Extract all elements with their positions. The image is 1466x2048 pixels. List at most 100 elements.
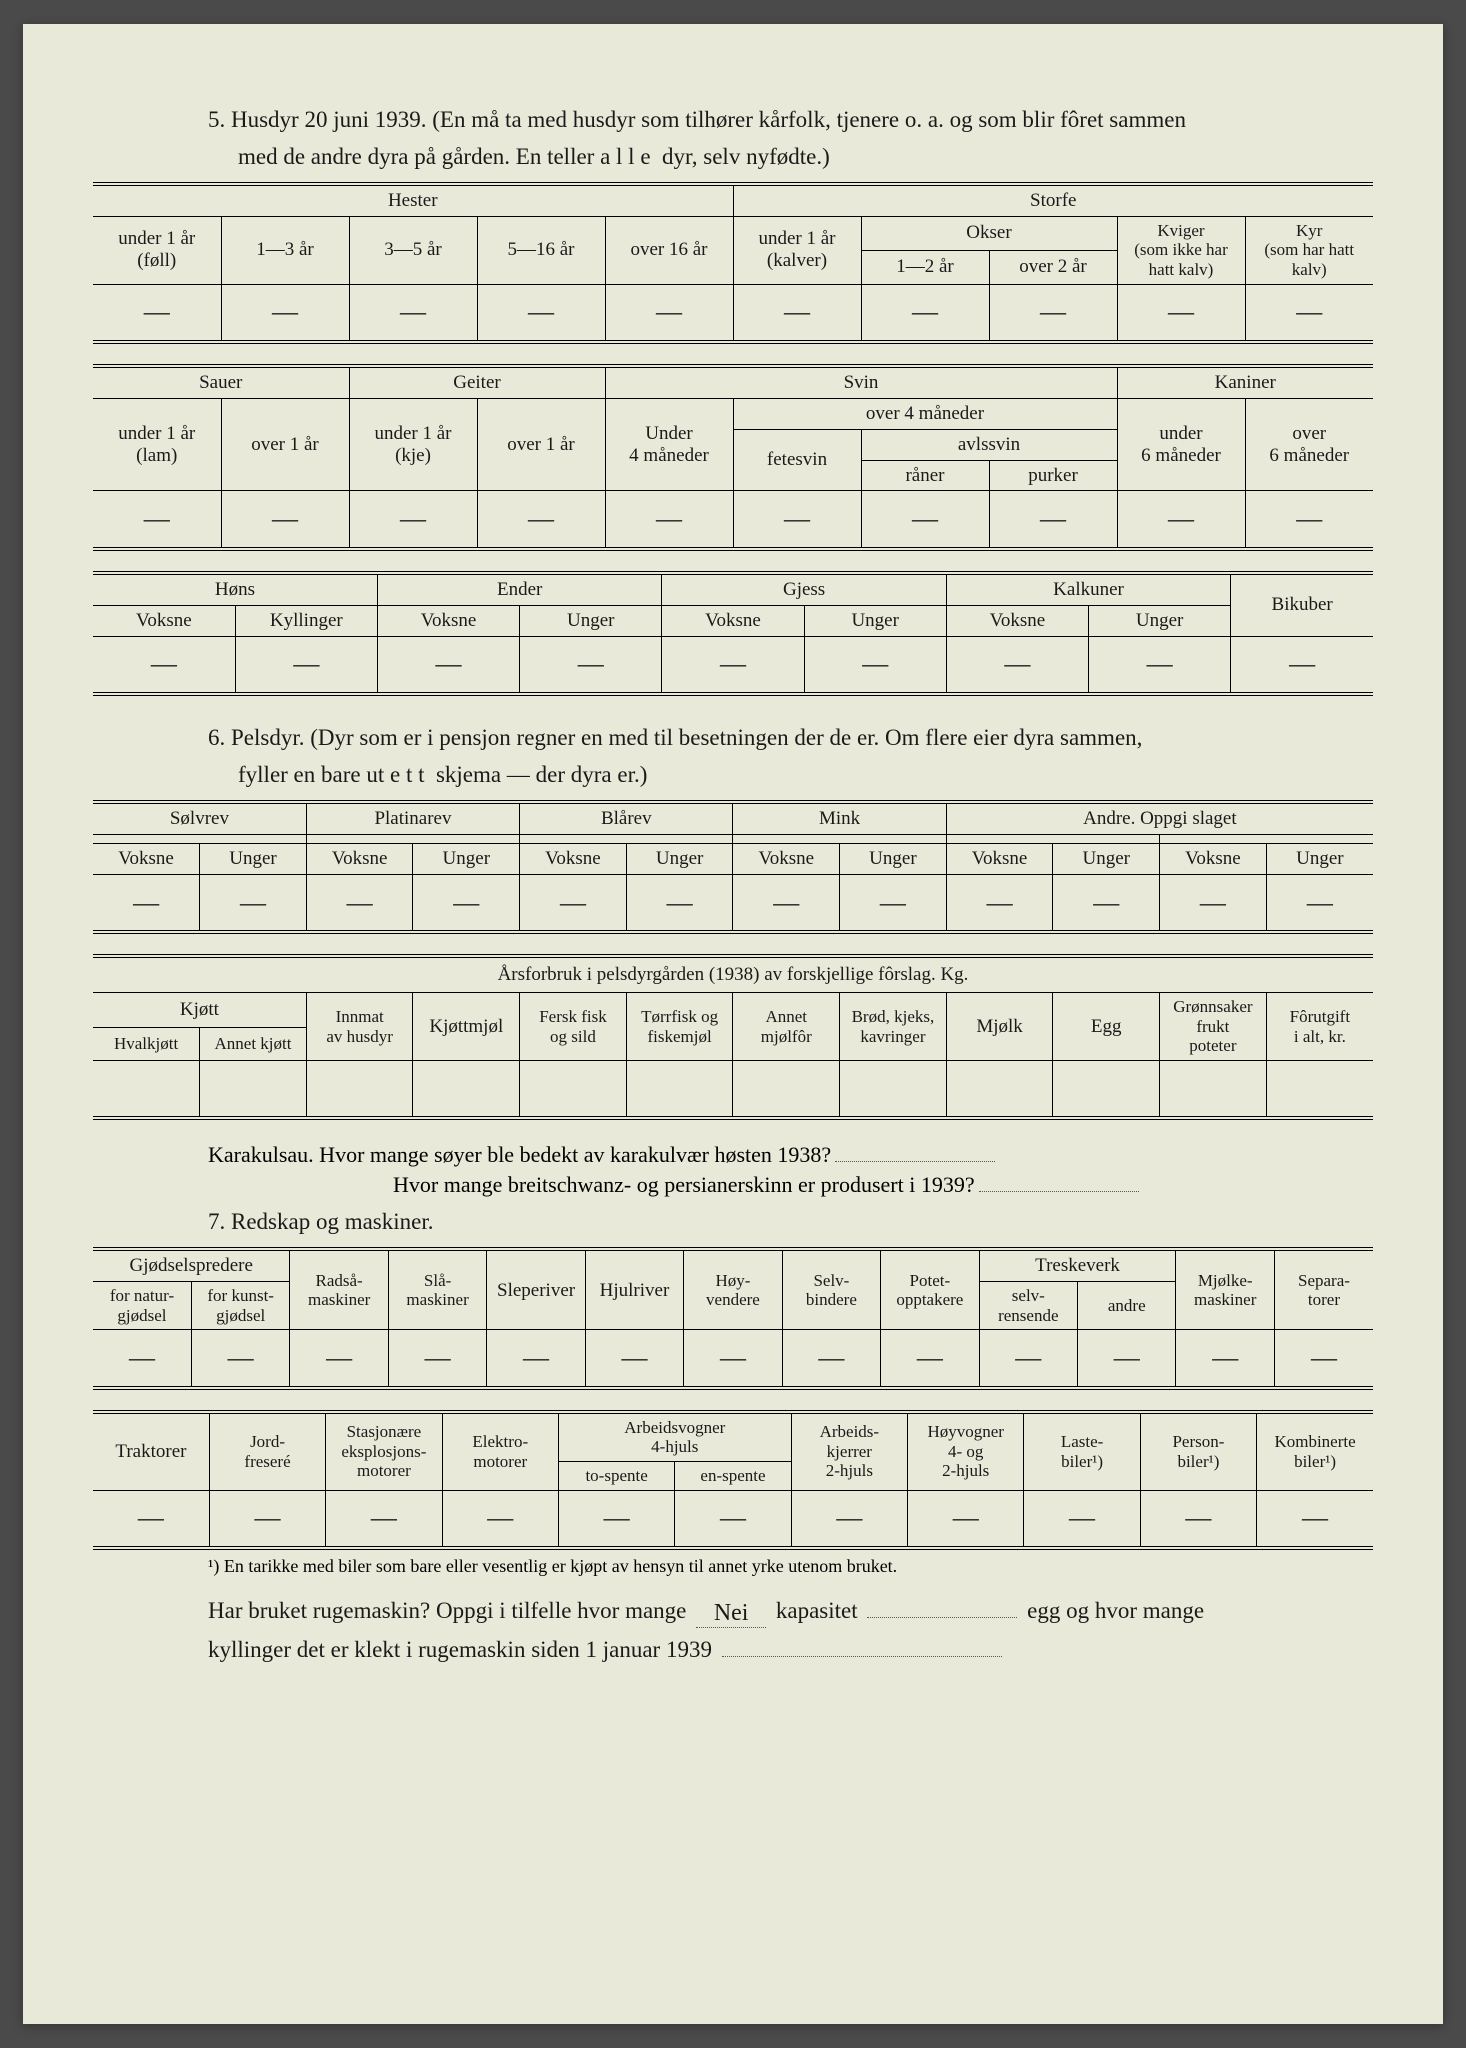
cell <box>200 1060 307 1118</box>
cell: — <box>840 874 947 932</box>
c-lam: under 1 år (lam) <box>93 398 221 491</box>
cell <box>733 1060 840 1118</box>
c: Voksne <box>377 605 519 636</box>
cell: — <box>191 1330 289 1388</box>
cell: — <box>804 636 946 694</box>
cell <box>413 1060 520 1118</box>
cell <box>946 1060 1053 1118</box>
cell: — <box>1245 284 1373 342</box>
cell: — <box>306 874 413 932</box>
cell: — <box>782 1330 880 1388</box>
s6-line2: fyller en bare ut e t t skjema — der dyr… <box>93 759 1373 790</box>
c: Separa- torer <box>1274 1249 1373 1329</box>
c: Stasjonære eksplosjons- motorer <box>326 1412 442 1490</box>
c: Selv- bindere <box>782 1249 880 1329</box>
cell: — <box>221 491 349 549</box>
h: Kjøtt <box>93 993 306 1028</box>
c-kan-u6: under 6 måneder <box>1117 398 1245 491</box>
scanned-form-page: 5. Husdyr 20 juni 1939. (En må ta med hu… <box>23 24 1443 2024</box>
cell: — <box>93 284 221 342</box>
c: selv- rensende <box>979 1282 1077 1330</box>
cell: — <box>326 1490 442 1548</box>
cell: — <box>1078 1330 1176 1388</box>
c: Voksne <box>946 605 1088 636</box>
cell: — <box>585 1330 683 1388</box>
s5-num: 5. <box>208 107 225 132</box>
c: Brød, kjeks, kavringer <box>840 993 947 1061</box>
c: Unger <box>1089 605 1231 636</box>
cell: — <box>733 874 840 932</box>
cell: — <box>605 284 733 342</box>
c: Annet mjølfôr <box>733 993 840 1061</box>
c: Voksne <box>733 844 840 875</box>
blank <box>306 835 519 844</box>
cell: — <box>93 1330 191 1388</box>
cell: — <box>93 1490 209 1548</box>
table-fjorfe: Høns Ender Gjess Kalkuner Bikuber Voksne… <box>93 571 1373 696</box>
cell: — <box>349 284 477 342</box>
cell: — <box>290 1330 388 1388</box>
cell <box>1053 1060 1160 1118</box>
h-gjess: Gjess <box>662 573 946 605</box>
blank <box>520 835 733 844</box>
cell: — <box>881 1330 979 1388</box>
c-1-2: 1—2 år <box>861 250 989 284</box>
c-avlssvin: avlssvin <box>861 429 1117 460</box>
cell: — <box>1257 1490 1373 1548</box>
cell: — <box>377 636 519 694</box>
cell: — <box>1274 1330 1373 1388</box>
c: Innmat av husdyr <box>306 993 413 1061</box>
cell: — <box>946 874 1053 932</box>
c: Unger <box>520 605 662 636</box>
c: Grønnsaker frukt poteter <box>1160 993 1267 1061</box>
c: Potet- opptakere <box>881 1249 979 1329</box>
cell: — <box>388 1330 486 1388</box>
h-hons: Høns <box>93 573 377 605</box>
cell: — <box>200 874 307 932</box>
s6-heading: 6. Pelsdyr. (Dyr som er i pensjon regner… <box>93 722 1373 753</box>
h-storfe: Storfe <box>733 184 1373 216</box>
q-a: Har bruket rugemaskin? Oppgi i tilfelle … <box>208 1598 686 1623</box>
s6-line1: Pelsdyr. (Dyr som er i pensjon regner en… <box>231 725 1142 750</box>
c: Radså- maskiner <box>290 1249 388 1329</box>
cell: — <box>442 1490 558 1548</box>
cell <box>1160 1060 1267 1118</box>
h: Sølvrev <box>93 802 306 834</box>
c: en-spente <box>675 1461 791 1490</box>
cell <box>840 1060 947 1118</box>
s7-heading: 7. Redskap og maskiner. <box>93 1206 1373 1237</box>
cell: — <box>1024 1490 1140 1548</box>
h-kaniner: Kaniner <box>1117 366 1373 398</box>
q1b: Hvor mange breitschwanz- og persianerski… <box>393 1172 975 1197</box>
cell: — <box>93 874 200 932</box>
c: Laste- biler¹) <box>1024 1412 1140 1490</box>
table-pelsdyr: Sølvrev Platinarev Blårev Mink Andre. Op… <box>93 800 1373 934</box>
h: Gjødselspredere <box>93 1249 290 1281</box>
c: Voksne <box>1160 844 1267 875</box>
c: Voksne <box>662 605 804 636</box>
cell: — <box>93 491 221 549</box>
h: Arbeidsvogner 4-hjuls <box>558 1412 791 1462</box>
cell: — <box>1176 1330 1274 1388</box>
cell: — <box>989 284 1117 342</box>
q-b: kapasitet <box>776 1598 858 1623</box>
cell: — <box>791 1490 907 1548</box>
cell: — <box>558 1490 674 1548</box>
cell: — <box>413 874 520 932</box>
c: Unger <box>1266 844 1373 875</box>
table-sauer-svin: Sauer Geiter Svin Kaniner under 1 år (la… <box>93 364 1373 551</box>
c: Unger <box>840 844 947 875</box>
cell <box>520 1060 627 1118</box>
c: Sleperiver <box>487 1249 585 1329</box>
c: andre <box>1078 1282 1176 1330</box>
cell: — <box>1117 491 1245 549</box>
c: to-spente <box>558 1461 674 1490</box>
c: Arbeids- kjerrer 2-hjuls <box>791 1412 907 1490</box>
cell: — <box>1266 874 1373 932</box>
cell: — <box>861 284 989 342</box>
c: Voksne <box>520 844 627 875</box>
c-foll: under 1 år (føll) <box>93 216 221 284</box>
h: Treskeverk <box>979 1249 1176 1281</box>
rugemaskin-q2: kyllinger det er klekt i rugemaskin side… <box>93 1634 1373 1665</box>
q1a: Karakulsau. Hvor mange søyer ble bedekt … <box>208 1142 831 1167</box>
